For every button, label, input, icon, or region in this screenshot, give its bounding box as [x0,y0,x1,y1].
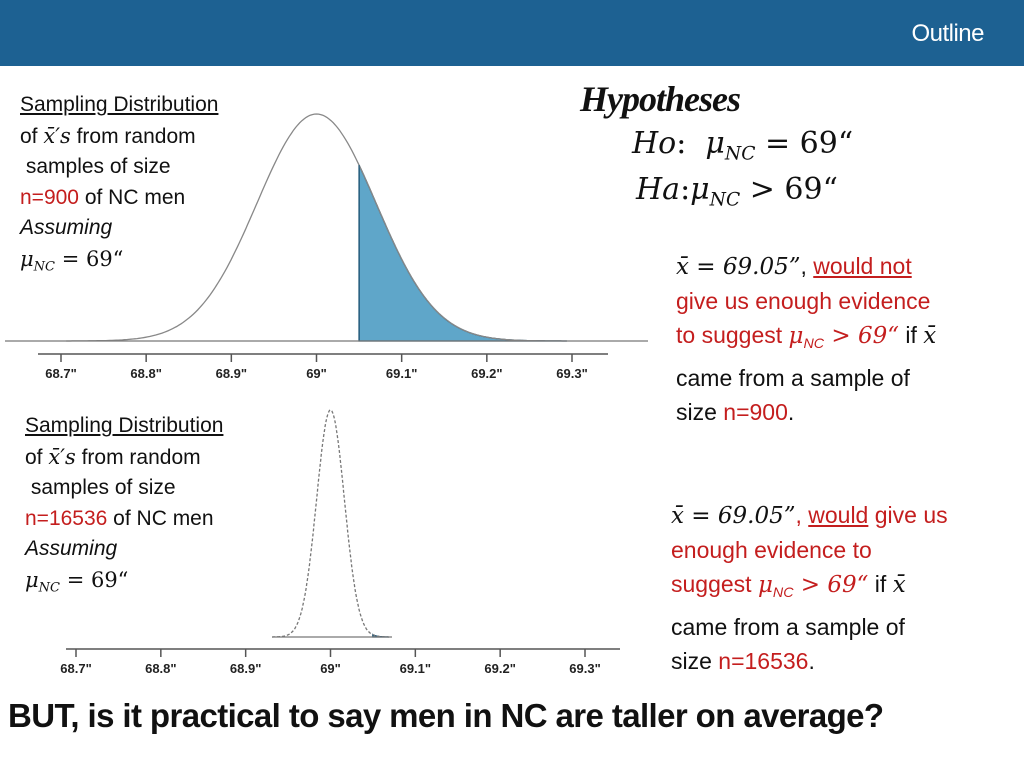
shaded-tail-region [358,164,567,342]
xbar-s: x̄′s [43,123,71,148]
explanation-n16536: x̄ = 69.05”, would give us enough eviden… [671,502,948,674]
x-tick-label: 68.9" [230,661,261,676]
x-tick-label: 68.8" [130,366,161,381]
x-tick-label: 69.2" [471,366,502,381]
outline-link[interactable]: Outline [911,20,984,47]
normal-curve-chart-n16536: 68.7" 68.8" 68.9" 69" 69.1" 69.2" 69.3" [60,409,620,676]
sample-size-n16536: n=16536 [25,506,108,530]
alternative-hypothesis: Ha:μNC > 69“ [636,172,838,211]
caption-title: Sampling Distribution [25,414,224,437]
x-tick-label: 69.3" [569,661,600,676]
x-tick-label: 69" [320,661,341,676]
hypotheses-title: Hypotheses [580,79,741,119]
density-curve [66,113,567,342]
explanation-n900: x̄ = 69.05”, would not give us enough ev… [676,253,937,425]
density-curve [272,409,389,638]
would-not-emphasis: would not [813,253,912,279]
x-tick-label: 68.8" [145,661,176,676]
x-tick-label: 69.1" [400,661,431,676]
would-emphasis: would [808,502,869,528]
x-tick-label: 69" [306,366,327,381]
sample-size-n900: n=900 [20,185,79,209]
null-hypothesis: Ho: μNC = 69“ [632,126,854,165]
x-tick-label: 69.2" [484,661,515,676]
bottom-question: BUT, is it practical to say men in NC ar… [8,697,884,734]
header-bar: Outline [0,0,1024,66]
x-tick-label: 68.9" [216,366,247,381]
xbar-s: x̄′s [48,444,76,469]
x-tick-label: 69.3" [556,366,587,381]
caption-bottom: Sampling Distribution of x̄′s from rando… [25,414,224,596]
x-tick-label: 68.7" [45,366,76,381]
x-tick-label: 69.1" [386,366,417,381]
caption-top: Sampling Distribution of x̄′s from rando… [20,93,219,275]
normal-curve-chart-n900: 68.7" 68.8" 68.9" 69" 69.1" 69.2" 69.3" [5,113,648,381]
caption-title: Sampling Distribution [20,93,219,116]
x-tick-label: 68.7" [60,661,91,676]
